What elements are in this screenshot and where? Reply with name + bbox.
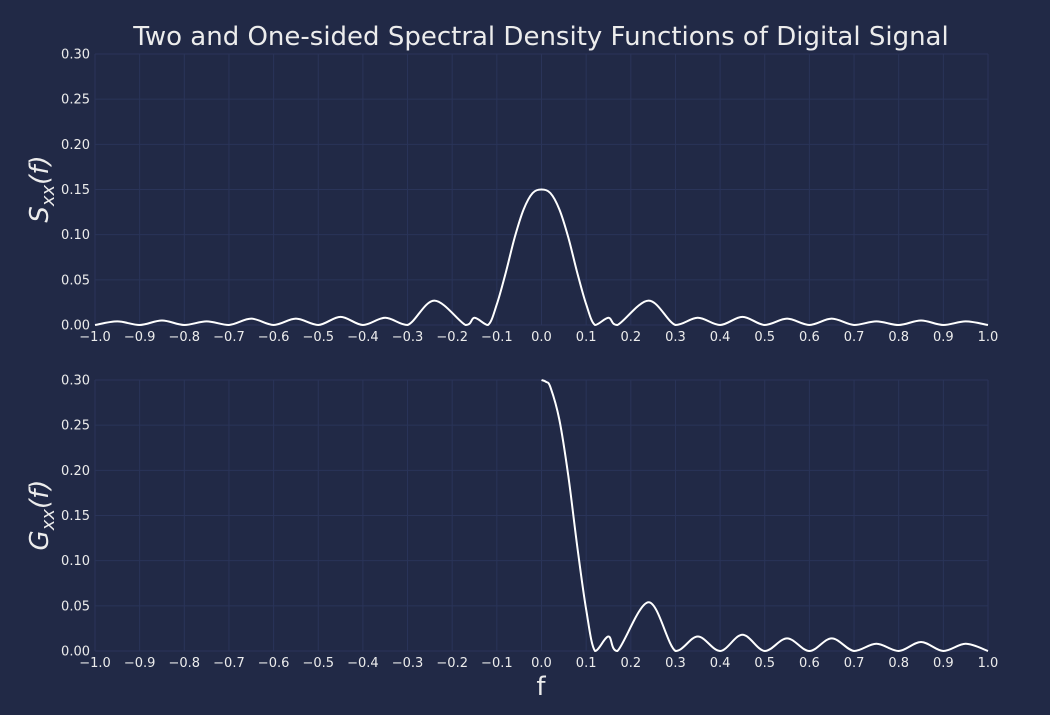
one-sided-xtick-label: 0.2 <box>620 656 641 671</box>
one-sided-xtick-label: −0.1 <box>481 656 513 671</box>
two-sided-xtick-label: 1.0 <box>978 330 999 345</box>
two-sided-xtick-label: 0.3 <box>665 330 686 345</box>
two-sided-panel: −1.0 −0.9 −0.8 −0.7 −0.6 −0.5 −0.4 −0.3 −0.2 −0.1… <box>25 48 998 346</box>
two-sided-xtick-label: −0.6 <box>258 330 290 345</box>
one-sided-xtick-label: 0.6 <box>799 656 820 671</box>
one-sided-ytick-label: 0.10 <box>61 554 90 569</box>
one-sided-xtick-label: 0.9 <box>933 656 954 671</box>
one-sided-ticks: −1.0 −0.9 −0.8 −0.7 −0.6 −0.5 −0.4 −0.3 −0.2 −0.1… <box>61 374 998 672</box>
one-sided-xtick-label: −0.5 <box>302 656 334 671</box>
one-sided-psd-line <box>541 379 989 653</box>
one-sided-xtick-label: −0.6 <box>258 656 290 671</box>
two-sided-xtick-label: 0.9 <box>933 330 954 345</box>
two-sided-xtick-label: 0.8 <box>888 330 909 345</box>
one-sided-xtick-label: 0.0 <box>531 656 552 671</box>
one-sided-ylabel: Gxx(f) <box>25 480 59 551</box>
one-sided-ytick-label: 0.30 <box>61 374 90 389</box>
one-sided-ytick-label: 0.05 <box>61 599 90 614</box>
two-sided-xtick-label: −0.4 <box>347 330 379 345</box>
one-sided-xtick-label: −0.9 <box>124 656 156 671</box>
two-sided-xtick-label: 0.4 <box>710 330 731 345</box>
two-sided-xtick-label: 0.0 <box>531 330 552 345</box>
two-sided-xtick-label: −1.0 <box>79 330 111 345</box>
two-sided-ytick-label: 0.05 <box>61 273 90 288</box>
two-sided-xtick-label: −0.3 <box>392 330 424 345</box>
two-sided-xtick-label: −0.9 <box>124 330 156 345</box>
one-sided-xtick-label: −0.7 <box>213 656 245 671</box>
one-sided-ytick-label: 0.15 <box>61 509 90 524</box>
one-sided-ytick-label: 0.20 <box>61 464 90 479</box>
two-sided-ytick-label: 0.00 <box>61 319 90 334</box>
two-sided-psd-line <box>94 188 989 327</box>
two-sided-xtick-label: −0.5 <box>302 330 334 345</box>
two-sided-xtick-label: 0.7 <box>844 330 865 345</box>
one-sided-xtick-label: −0.3 <box>392 656 424 671</box>
two-sided-ytick-label: 0.15 <box>61 183 90 198</box>
two-sided-ytick-label: 0.30 <box>61 48 90 63</box>
one-sided-xtick-label: −0.8 <box>169 656 201 671</box>
two-sided-xtick-label: −0.2 <box>436 330 468 345</box>
one-sided-xtick-label: −1.0 <box>79 656 111 671</box>
two-sided-xtick-label: −0.7 <box>213 330 245 345</box>
one-sided-xtick-label: 1.0 <box>978 656 999 671</box>
one-sided-xtick-label: −0.4 <box>347 656 379 671</box>
one-sided-xtick-label: 0.4 <box>710 656 731 671</box>
two-sided-ticks: −1.0 −0.9 −0.8 −0.7 −0.6 −0.5 −0.4 −0.3 −0.2 −0.1… <box>61 48 998 346</box>
one-sided-ytick-label: 0.25 <box>61 419 90 434</box>
one-sided-xtick-label: 0.1 <box>576 656 597 671</box>
two-sided-xtick-label: −0.1 <box>481 330 513 345</box>
x-axis-label: f <box>536 672 546 702</box>
two-sided-ytick-label: 0.10 <box>61 228 90 243</box>
two-sided-xtick-label: −0.8 <box>169 330 201 345</box>
one-sided-xtick-label: 0.5 <box>754 656 775 671</box>
one-sided-xtick-label: 0.8 <box>888 656 909 671</box>
two-sided-xtick-label: 0.5 <box>754 330 775 345</box>
one-sided-xtick-label: 0.7 <box>844 656 865 671</box>
two-sided-xtick-label: 0.1 <box>576 330 597 345</box>
one-sided-grid <box>94 379 989 652</box>
two-sided-ytick-label: 0.25 <box>61 93 90 108</box>
two-sided-ytick-label: 0.20 <box>61 138 90 153</box>
two-sided-ylabel: Sxx(f) <box>25 155 59 222</box>
one-sided-xtick-label: 0.3 <box>665 656 686 671</box>
one-sided-panel: −1.0 −0.9 −0.8 −0.7 −0.6 −0.5 −0.4 −0.3 −0.2 −0.1… <box>25 374 998 672</box>
two-sided-xtick-label: 0.2 <box>620 330 641 345</box>
one-sided-xtick-label: −0.2 <box>436 656 468 671</box>
two-sided-xtick-label: 0.6 <box>799 330 820 345</box>
one-sided-ytick-label: 0.00 <box>61 645 90 660</box>
chart-title: Two and One-sided Spectral Density Funct… <box>132 22 948 52</box>
